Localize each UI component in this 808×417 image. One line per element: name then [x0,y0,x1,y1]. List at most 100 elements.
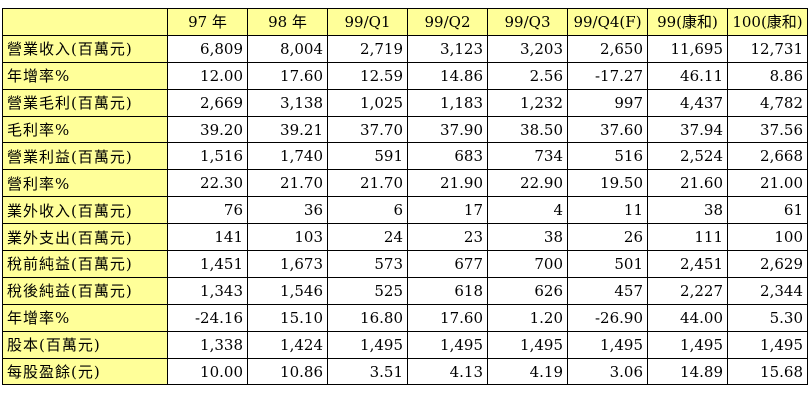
table-cell: 46.11 [647,61,728,90]
table-cell: 1,495 [407,330,488,359]
table-cell: 1,546 [247,276,328,305]
table-row: 業外支出(百萬元) 141 103 24 23 38 26 111 100 [2,223,808,252]
table-cell: 103 [247,223,328,252]
table-row: 毛利率% 39.20 39.21 37.70 37.90 38.50 37.60 37.94 3… [2,115,808,144]
table-cell: 14.86 [407,61,488,90]
header-row: 97 年 98 年 99/Q1 99/Q2 99/Q3 99/Q4(F) 99(康和) 100… [2,8,808,36]
table-cell: -24.16 [167,303,248,332]
table-cell: 3,203 [487,34,568,63]
table-cell: 8.86 [727,61,808,90]
table-cell: 12.59 [327,61,408,90]
table-cell: 12,731 [727,34,808,63]
row-label: 年增率% [2,303,168,332]
table-row: 年增率% -24.16 15.10 16.80 17.60 1.20 -26.90 44.00… [2,303,808,332]
table-cell: 2,524 [647,142,728,171]
table-cell: 1,232 [487,88,568,117]
financial-table-container: 97 年 98 年 99/Q1 99/Q2 99/Q3 99/Q4(F) 99(康和) 100… [2,8,808,386]
row-label: 稅前純益(百萬元) [2,250,168,278]
row-label: 稅後純益(百萬元) [2,276,168,305]
table-body: 營業收入(百萬元) 6,809 8,004 2,719 3,123 3,203 2,650 1… [2,34,808,386]
column-header: 99/Q2 [407,8,488,36]
column-header: 97 年 [167,8,248,36]
table-cell: 21.90 [407,169,488,198]
table-cell: 1,495 [487,330,568,359]
table-cell: 734 [487,142,568,171]
table-cell: 997 [567,88,648,117]
table-cell: 457 [567,276,648,305]
table-cell: 8,004 [247,34,328,63]
table-cell: 24 [327,223,408,252]
table-cell: 2,668 [727,142,808,171]
table-cell: 516 [567,142,648,171]
table-cell: 6,809 [167,34,248,63]
table-cell: 100 [727,223,808,252]
table-row: 業外收入(百萬元) 76 36 6 17 4 11 38 61 [2,196,808,225]
table-cell: 683 [407,142,488,171]
row-label: 營利率% [2,169,168,198]
table-row: 稅後純益(百萬元) 1,343 1,546 525 618 626 457 2,227 2,34… [2,276,808,305]
table-cell: 15.68 [727,357,808,386]
table-cell: 1.20 [487,303,568,332]
table-cell: 39.20 [167,115,248,144]
column-header: 100(康和) [727,8,808,36]
table-cell: 1,673 [247,250,328,278]
table-cell: 141 [167,223,248,252]
table-cell: 38.50 [487,115,568,144]
table-cell: 17 [407,196,488,225]
row-label: 營業毛利(百萬元) [2,88,168,117]
table-cell: 10.86 [247,357,328,386]
table-cell: 3,123 [407,34,488,63]
column-header: 99(康和) [647,8,728,36]
row-label: 業外收入(百萬元) [2,196,168,225]
table-cell: 17.60 [247,61,328,90]
table-row: 營利率% 22.30 21.70 21.70 21.90 22.90 19.50 21.60 2… [2,169,808,198]
table-cell: 2,719 [327,34,408,63]
table-cell: 36 [247,196,328,225]
table-cell: 1,740 [247,142,328,171]
table-cell: 37.56 [727,115,808,144]
table-cell: 525 [327,276,408,305]
row-label: 股本(百萬元) [2,330,168,359]
table-cell: 2,650 [567,34,648,63]
table-cell: 1,495 [727,330,808,359]
table-cell: 15.10 [247,303,328,332]
row-label: 毛利率% [2,115,168,144]
table-cell: 2,629 [727,250,808,278]
table-row: 稅前純益(百萬元) 1,451 1,673 573 677 700 501 2,451 2,62… [2,250,808,278]
financial-table: 97 年 98 年 99/Q1 99/Q2 99/Q3 99/Q4(F) 99(康和) 100… [2,8,808,386]
table-cell: 22.90 [487,169,568,198]
table-cell: 5.30 [727,303,808,332]
table-cell: 1,338 [167,330,248,359]
column-header: 99/Q4(F) [567,8,648,36]
table-cell: 2,451 [647,250,728,278]
table-cell: 4 [487,196,568,225]
table-cell: 37.60 [567,115,648,144]
table-cell: 618 [407,276,488,305]
table-cell: 591 [327,142,408,171]
table-cell: 14.89 [647,357,728,386]
header-corner-cell [2,8,168,36]
table-row: 營業利益(百萬元) 1,516 1,740 591 683 734 516 2,524 2,66… [2,142,808,171]
table-cell: 38 [647,196,728,225]
table-cell: 501 [567,250,648,278]
table-cell: 37.90 [407,115,488,144]
table-cell: 12.00 [167,61,248,90]
table-cell: 1,025 [327,88,408,117]
table-cell: 1,495 [327,330,408,359]
table-cell: 573 [327,250,408,278]
table-cell: 2,344 [727,276,808,305]
column-header: 99/Q1 [327,8,408,36]
row-label: 營業利益(百萬元) [2,142,168,171]
table-cell: 4,782 [727,88,808,117]
column-header: 98 年 [247,8,328,36]
table-cell: 4.13 [407,357,488,386]
table-cell: 111 [647,223,728,252]
table-header: 97 年 98 年 99/Q1 99/Q2 99/Q3 99/Q4(F) 99(康和) 100… [2,8,808,36]
table-cell: 1,495 [647,330,728,359]
table-row: 年增率% 12.00 17.60 12.59 14.86 2.56 -17.27 46.11 8… [2,61,808,90]
table-cell: 626 [487,276,568,305]
table-cell: 37.94 [647,115,728,144]
table-row: 營業毛利(百萬元) 2,669 3,138 1,025 1,183 1,232 997 4,4… [2,88,808,117]
table-cell: 4,437 [647,88,728,117]
table-cell: 3.51 [327,357,408,386]
